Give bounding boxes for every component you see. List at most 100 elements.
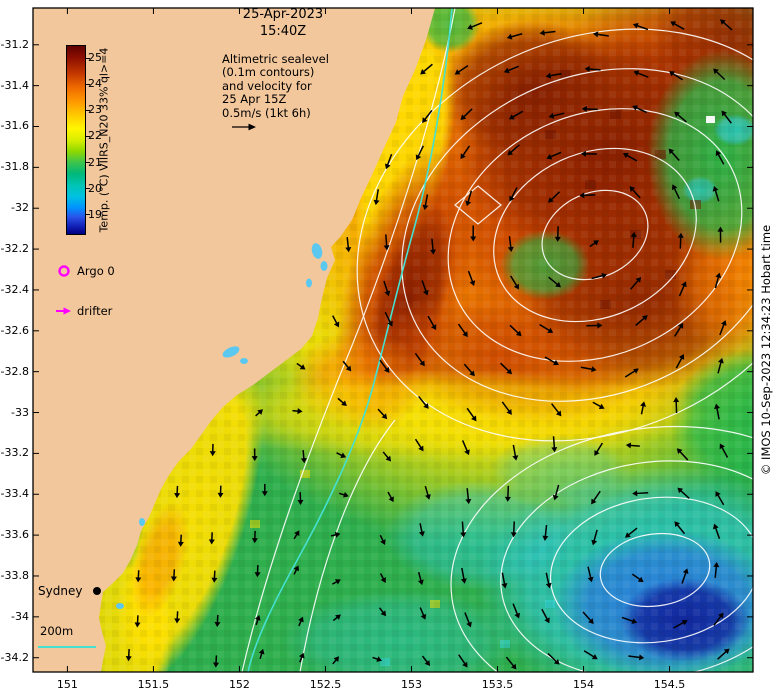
velocity-arrow <box>460 145 471 160</box>
velocity-arrow <box>209 443 216 457</box>
velocity-arrow <box>712 185 720 202</box>
velocity-arrow <box>539 29 556 36</box>
velocity-arrow <box>629 186 641 199</box>
velocity-arrow <box>547 653 560 665</box>
velocity-arrow <box>414 438 424 452</box>
velocity-arrow <box>633 70 649 78</box>
velocity-arrow <box>461 440 470 456</box>
axis-ticks <box>33 8 753 672</box>
velocity-arrow <box>177 534 184 547</box>
velocity-arrow <box>541 608 550 624</box>
velocity-arrow <box>512 444 519 461</box>
velocity-arrow <box>542 524 549 541</box>
velocity-arrow <box>551 403 562 417</box>
velocity-arrow <box>254 565 261 578</box>
altimetry-annotation: Altimetric sealevel (0.1m contours) and ve… <box>222 52 329 120</box>
x-tick-label: 153.5 <box>481 678 514 691</box>
velocity-arrow <box>336 452 347 458</box>
velocity-arrow <box>510 275 519 290</box>
velocity-arrow <box>548 276 561 288</box>
velocity-arrow <box>624 527 638 538</box>
velocity-arrow <box>505 656 517 670</box>
velocity-arrow <box>717 357 724 374</box>
velocity-arrow <box>669 71 683 81</box>
velocity-scale-arrow <box>232 123 256 131</box>
velocity-arrow <box>506 33 523 40</box>
velocity-arrow <box>414 352 425 367</box>
sydney-city-dot <box>93 587 101 595</box>
velocity-arrow <box>418 395 429 409</box>
velocity-arrow <box>457 323 468 338</box>
annotation-line: (0.1m contours) <box>222 65 315 80</box>
velocity-arrow <box>387 491 394 503</box>
x-tick-label: 154 <box>573 678 595 691</box>
velocity-arrow <box>670 21 685 30</box>
velocity-arrow <box>592 31 609 38</box>
y-tick-label: -31.4 <box>0 78 29 92</box>
velocity-arrow <box>714 403 720 420</box>
velocity-arrow <box>673 322 684 337</box>
title-time: 15:40Z <box>259 24 307 39</box>
velocity-arrow <box>548 112 565 119</box>
velocity-arrow <box>580 366 597 373</box>
velocity-arrow <box>544 356 559 366</box>
velocity-arrow <box>720 19 733 31</box>
x-tick-label: 152 <box>228 678 250 691</box>
y-tick-label: -32.4 <box>0 282 29 296</box>
y-tick-label: -31.8 <box>0 160 29 174</box>
velocity-arrow <box>125 648 132 662</box>
velocity-arrow <box>460 521 467 538</box>
velocity-arrow <box>454 64 469 75</box>
velocity-arrow <box>545 572 552 589</box>
y-tick-label: -32.6 <box>0 323 29 337</box>
velocity-arrow <box>418 523 425 537</box>
y-tick-label: -33.4 <box>0 487 29 501</box>
colorbar-tick-mark <box>85 135 90 137</box>
coastal-lakes <box>116 243 328 609</box>
velocity-arrow <box>591 490 601 505</box>
colorbar-tick-label: 21 <box>88 155 102 169</box>
velocity-arrow <box>508 110 524 120</box>
velocity-arrow <box>378 607 387 617</box>
land-mass <box>33 8 435 672</box>
velocity-arrow <box>500 362 513 375</box>
y-tick-label: -33.2 <box>0 446 29 460</box>
colorbar-tick-label: 24 <box>88 77 102 91</box>
velocity-arrow <box>628 654 645 661</box>
velocity-arrow <box>217 485 224 498</box>
y-tick-label: -33.8 <box>0 568 29 582</box>
velocity-arrow <box>292 408 303 415</box>
velocity-arrow <box>384 153 393 170</box>
velocity-arrow <box>503 65 519 74</box>
velocity-arrow <box>721 110 732 124</box>
velocity-arrow <box>719 320 727 336</box>
velocity-arrow <box>470 225 477 242</box>
velocity-arrow <box>719 443 729 458</box>
velocity-arrow <box>300 450 307 464</box>
colorbar-tick-mark <box>85 109 90 111</box>
velocity-arrow <box>583 650 598 660</box>
velocity-arrow <box>507 236 514 253</box>
velocity-arrow <box>379 534 386 545</box>
colorbar-tick-mark <box>85 57 90 59</box>
velocity-arrow <box>712 523 721 539</box>
x-tick-label: 153 <box>400 678 422 691</box>
velocity-arrow <box>584 66 601 73</box>
velocity-arrow <box>552 484 560 501</box>
colorbar-tick-mark <box>85 214 90 216</box>
velocity-arrow <box>579 192 596 199</box>
colorbar-tick-label: 23 <box>88 103 102 117</box>
sydney-label: Sydney <box>38 584 83 598</box>
colorbar-tick-label: 20 <box>88 181 102 195</box>
colorbar-axis-label: Temp. (°C) VIIRS_N20 33% ql>=4 <box>97 47 111 233</box>
velocity-arrow <box>632 490 649 497</box>
velocity-arrow <box>372 656 383 662</box>
velocity-arrow <box>678 281 687 297</box>
velocity-arrow <box>635 315 648 327</box>
velocity-arrow <box>383 280 391 297</box>
temperature-colorbar <box>66 45 86 235</box>
velocity-arrow <box>501 401 512 415</box>
annotation-line: 25 Apr 15Z <box>222 92 287 107</box>
velocity-arrow <box>466 407 477 422</box>
